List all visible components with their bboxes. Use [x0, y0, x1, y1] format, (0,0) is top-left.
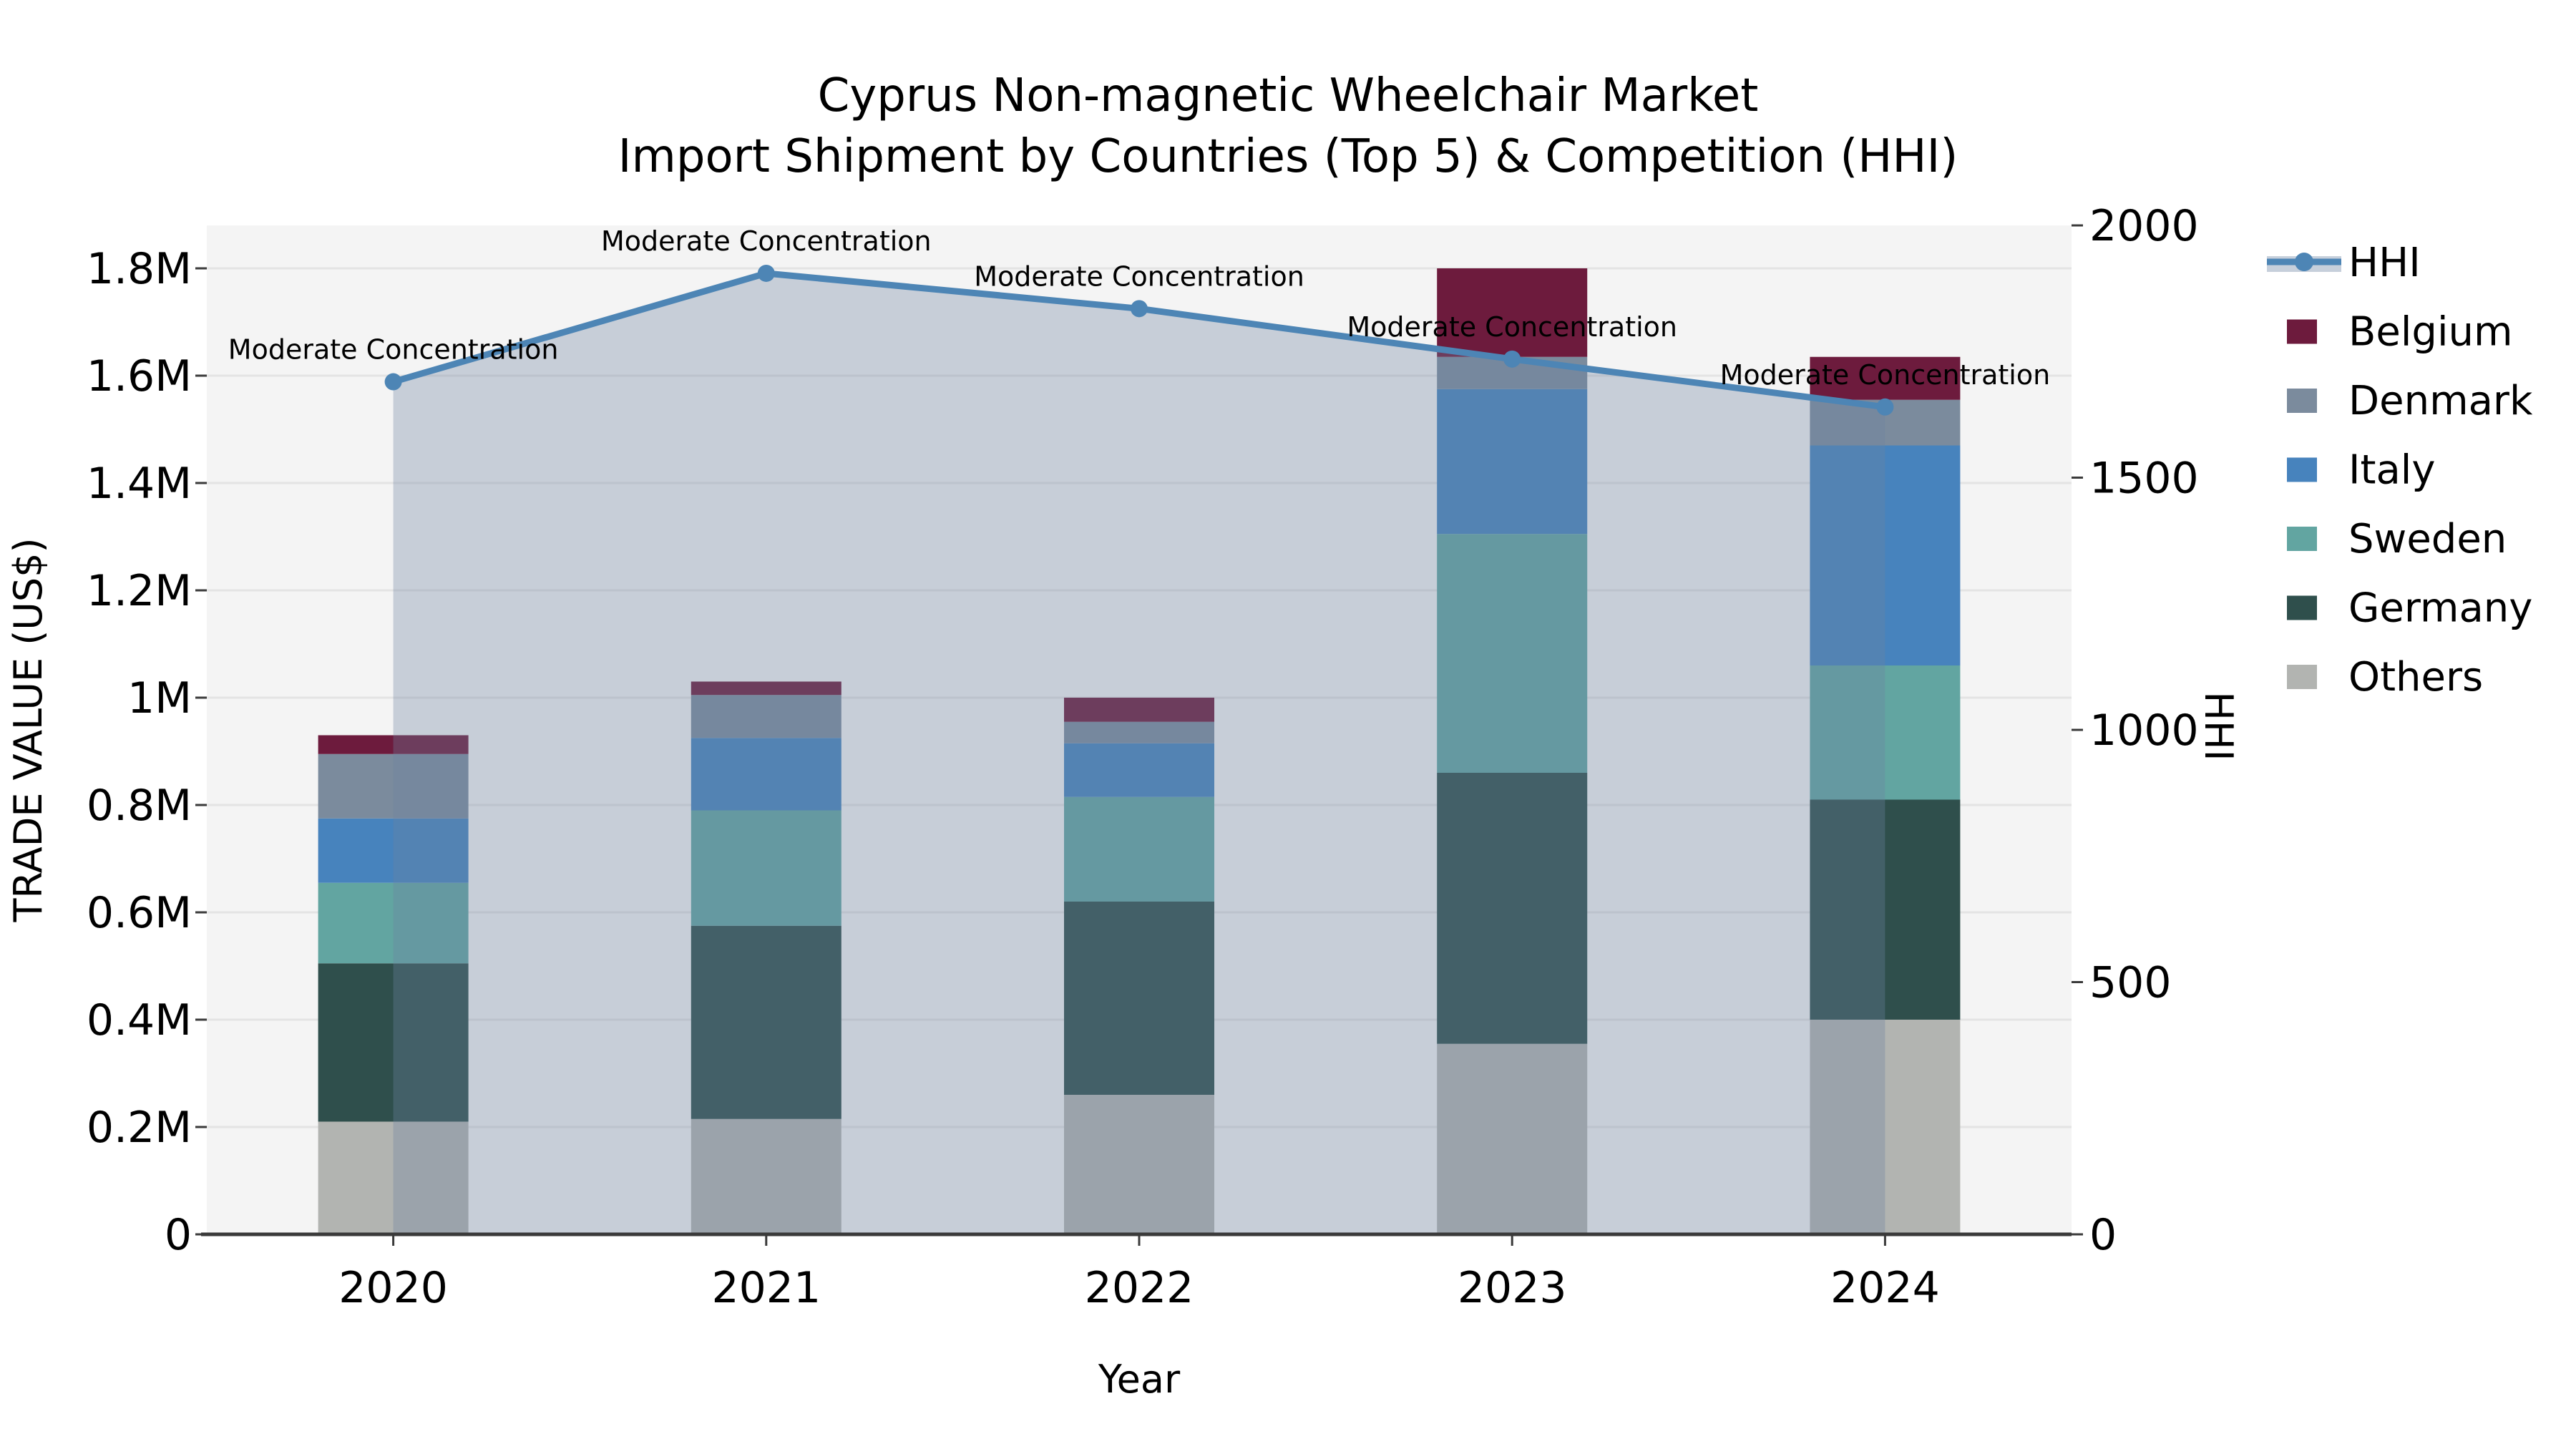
legend-swatch-germany [2287, 595, 2317, 620]
y-right-tick-label-2000: 2000 [2089, 201, 2199, 251]
bar-segment-2022-germany [1064, 902, 1214, 1095]
annotation-2024: Moderate Concentration [1720, 359, 2051, 391]
bar-segment-2021-sweden [691, 810, 841, 926]
bar-segment-2023-belgium [1437, 268, 1588, 357]
legend-label-denmark: Denmark [2348, 378, 2533, 424]
legend-item-belgium: Belgium [2287, 309, 2513, 356]
y-right-tick-label-0: 0 [2089, 1210, 2117, 1260]
bar-segment-2020-others [318, 1121, 469, 1234]
y-right-tick-label-500: 500 [2089, 958, 2172, 1008]
bar-segment-2023-italy [1437, 389, 1588, 535]
hhi-marker-2022 [1131, 300, 1148, 318]
y-axis-label-left: TRADE VALUE (US$) [6, 537, 51, 922]
y-left-tick-label-0.6M: 0.6M [87, 888, 192, 938]
tick-labels: 0 0.2M 0.4M 0.6M 0.8M 1M 1.2M 1.4M 1.6M 1.8M 0 500 1… [87, 201, 2199, 1313]
hhi-marker-2020 [384, 373, 402, 391]
hhi-marker-2024 [1876, 398, 1894, 416]
axis-spines-ticks [195, 224, 2083, 1246]
legend-swatch-denmark [2287, 389, 2317, 413]
legend-swatch-sweden [2287, 527, 2317, 551]
bar-segment-2020-italy [318, 818, 469, 883]
annotation-2023: Moderate Concentration [1347, 311, 1677, 343]
legend-label-italy: Italy [2348, 447, 2436, 494]
bar-segment-2022-italy [1064, 743, 1214, 797]
x-tick-label-2022: 2022 [1085, 1263, 1194, 1313]
legend-item-germany: Germany [2287, 585, 2532, 632]
y-left-tick-label-1.2M: 1.2M [87, 566, 192, 616]
y-axis-label-right: HHI [2196, 691, 2241, 761]
bar-segment-2020-germany [318, 963, 469, 1122]
bar-segment-2024-sweden [1810, 665, 1961, 800]
x-tick-label-2020: 2020 [338, 1263, 448, 1313]
bar-segment-2024-germany [1810, 799, 1961, 1020]
annotation-2021: Moderate Concentration [601, 225, 932, 257]
legend-label-others: Others [2348, 654, 2483, 701]
y-right-tick-label-1500: 1500 [2089, 454, 2199, 504]
x-tick-label-2021: 2021 [711, 1263, 821, 1313]
bar-segment-2022-denmark [1064, 721, 1214, 743]
bar-segment-2020-sweden [318, 882, 469, 964]
bar-segment-2023-germany [1437, 773, 1588, 1044]
y-left-tick-label-1.4M: 1.4M [87, 459, 192, 509]
legend-swatch-italy [2287, 457, 2317, 482]
legend-swatch-others [2287, 665, 2317, 689]
x-axis-label: Year [1098, 1357, 1181, 1402]
bar-segment-2021-germany [691, 925, 841, 1119]
bar-segment-2021-denmark [691, 695, 841, 738]
bar-segment-2021-italy [691, 738, 841, 811]
y-left-tick-label-0: 0 [165, 1210, 192, 1260]
bar-segment-2024-others [1810, 1020, 1961, 1234]
legend-label-germany: Germany [2348, 585, 2532, 632]
legend-item-others: Others [2287, 654, 2483, 701]
annotation-2020: Moderate Concentration [228, 334, 559, 366]
y-left-tick-label-1.6M: 1.6M [87, 351, 192, 401]
y-left-tick-label-0.8M: 0.8M [87, 781, 192, 831]
bar-segment-2020-denmark [318, 753, 469, 819]
y-right-tick-label-1000: 1000 [2089, 706, 2199, 756]
legend-item-italy: Italy [2287, 447, 2436, 494]
bar-segment-2022-sweden [1064, 796, 1214, 902]
bar-segment-2024-italy [1810, 445, 1961, 665]
hhi-marker-2021 [757, 264, 775, 282]
stacked-bars [318, 268, 1961, 1234]
bar-segment-2023-sweden [1437, 534, 1588, 773]
bar-segment-2024-belgium [1810, 356, 1961, 400]
legend-label-belgium: Belgium [2348, 309, 2513, 356]
y-left-tick-label-0.4M: 0.4M [87, 995, 192, 1045]
bar-segment-2022-others [1064, 1095, 1214, 1234]
bar-segment-2021-others [691, 1118, 841, 1234]
chart-title-line1: Cyprus Non-magnetic Wheelchair Market [818, 69, 1759, 122]
x-tick-label-2024: 2024 [1830, 1263, 1940, 1313]
bar-segment-2022-belgium [1064, 698, 1214, 722]
bar-segment-2021-belgium [691, 681, 841, 696]
hhi-area-fill [393, 273, 1885, 1235]
y-left-tick-label-0.2M: 0.2M [87, 1103, 192, 1153]
y-left-tick-label-1.8M: 1.8M [87, 244, 192, 294]
legend-item-hhi: HHI [2267, 240, 2421, 286]
hhi-area-polygon [393, 273, 1885, 1235]
legend-item-denmark: Denmark [2287, 378, 2533, 424]
x-tick-label-2023: 2023 [1458, 1263, 1567, 1313]
legend-hhi-marker [2295, 253, 2313, 271]
annotations: Moderate Concentration Moderate Concentra… [228, 225, 2050, 391]
hhi-line [384, 264, 1894, 416]
bar-segment-2020-belgium [318, 735, 469, 754]
bar-segment-2023-others [1437, 1043, 1588, 1234]
legend-item-sweden: Sweden [2287, 516, 2507, 562]
annotation-2022: Moderate Concentration [974, 260, 1304, 292]
y-left-tick-label-1M: 1M [127, 673, 192, 723]
legend-label-hhi: HHI [2348, 240, 2421, 286]
legend: HHI Belgium Denmark Italy Sweden Germany Other… [2267, 240, 2533, 701]
chart-title-line2: Import Shipment by Countries (Top 5) & C… [618, 130, 1958, 183]
legend-label-sweden: Sweden [2348, 516, 2507, 562]
hhi-marker-2023 [1503, 350, 1521, 368]
legend-swatch-belgium [2287, 319, 2317, 344]
